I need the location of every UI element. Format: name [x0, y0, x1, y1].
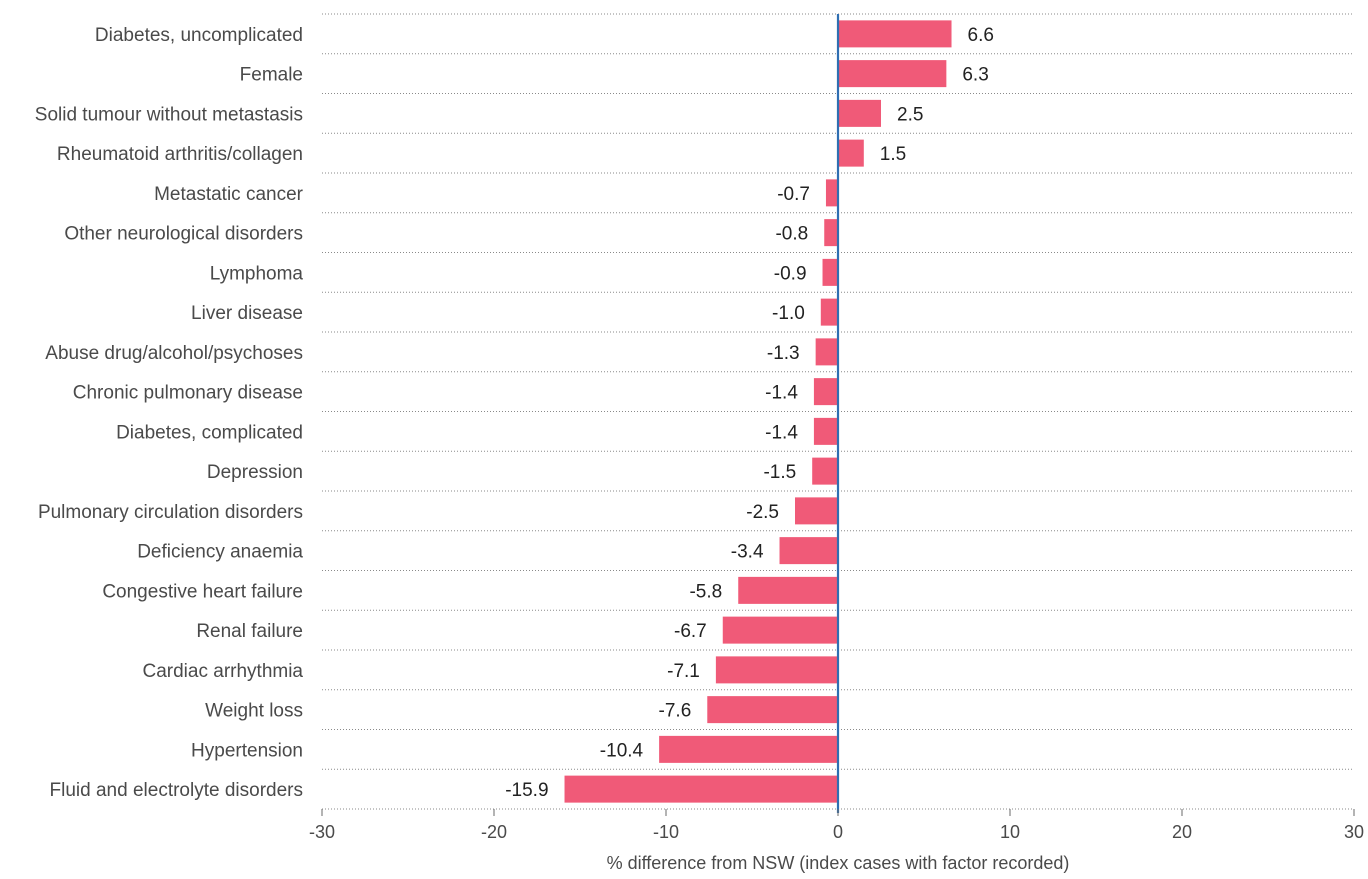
data-label: -15.9 [505, 780, 548, 801]
bar [813, 417, 838, 445]
x-tick-label: 10 [1000, 822, 1020, 842]
bar [820, 298, 838, 326]
bar [815, 338, 838, 366]
category-label: Chronic pulmonary disease [73, 383, 303, 404]
category-label: Congestive heart failure [102, 581, 303, 602]
bars [564, 20, 952, 803]
bar [838, 99, 881, 127]
category-label: Metastatic cancer [154, 184, 304, 205]
category-label: Female [240, 65, 303, 86]
x-tick-label: -20 [481, 822, 507, 842]
data-label: 6.3 [962, 65, 988, 86]
category-label: Cardiac arrhythmia [143, 661, 304, 682]
data-label: -2.5 [746, 502, 779, 523]
data-label: -1.0 [772, 303, 805, 324]
data-label: -0.9 [774, 263, 807, 284]
data-label: -3.4 [731, 542, 764, 563]
category-labels: Diabetes, uncomplicated Female Solid tumou… [35, 25, 304, 801]
data-label: 2.5 [897, 104, 923, 125]
bar [722, 616, 838, 644]
data-label: -5.8 [689, 581, 722, 602]
category-label: Weight loss [205, 701, 303, 722]
x-axis-ticks: -30 -20 -10 0 10 20 30 [309, 809, 1364, 842]
category-label: Rheumatoid arthritis/collagen [57, 144, 303, 165]
data-label: -7.6 [659, 701, 692, 722]
data-label: 6.6 [968, 25, 994, 46]
category-label: Hypertension [191, 740, 303, 761]
bar [779, 537, 838, 565]
x-axis-title: % difference from NSW (index cases with … [607, 853, 1070, 873]
x-tick-label: -30 [309, 822, 335, 842]
bar [795, 497, 838, 525]
category-label: Lymphoma [210, 263, 304, 284]
category-label: Depression [207, 462, 303, 483]
data-label: -1.4 [765, 422, 798, 443]
x-tick-label: 20 [1172, 822, 1192, 842]
bar [659, 735, 838, 763]
data-label: 1.5 [880, 144, 906, 165]
bar [715, 656, 838, 684]
data-label: -6.7 [674, 621, 707, 642]
category-label: Liver disease [191, 303, 303, 324]
data-label: -0.8 [775, 224, 808, 245]
data-label: -10.4 [600, 740, 644, 761]
data-label: -0.7 [777, 184, 810, 205]
category-label: Other neurological disorders [64, 224, 303, 245]
category-label: Pulmonary circulation disorders [38, 502, 303, 523]
bar [822, 258, 838, 286]
category-label: Deficiency anaemia [137, 542, 303, 563]
data-label: -7.1 [667, 661, 700, 682]
bar [838, 60, 947, 88]
bar [813, 378, 838, 406]
bar [564, 775, 838, 803]
data-label: -1.5 [763, 462, 796, 483]
category-label: Diabetes, uncomplicated [95, 25, 303, 46]
bar [838, 139, 864, 167]
bar [825, 179, 838, 207]
bar [838, 20, 952, 48]
bar [824, 219, 838, 247]
data-label: -1.4 [765, 383, 798, 404]
category-label: Fluid and electrolyte disorders [50, 780, 303, 801]
value-labels: 6.6 6.3 2.5 1.5 -0.7 -0.8 -0.9 -1.0 -1.3 -1.4 -1.4… [505, 25, 994, 801]
bar [738, 576, 838, 604]
category-label: Diabetes, complicated [116, 422, 303, 443]
category-label: Solid tumour without metastasis [35, 104, 303, 125]
category-label: Renal failure [196, 621, 303, 642]
category-label: Abuse drug/alcohol/psychoses [45, 343, 303, 364]
data-label: -1.3 [767, 343, 800, 364]
bar [812, 457, 838, 485]
bar [707, 696, 838, 724]
x-tick-label: 30 [1344, 822, 1364, 842]
x-tick-label: 0 [833, 822, 843, 842]
x-tick-label: -10 [653, 822, 679, 842]
